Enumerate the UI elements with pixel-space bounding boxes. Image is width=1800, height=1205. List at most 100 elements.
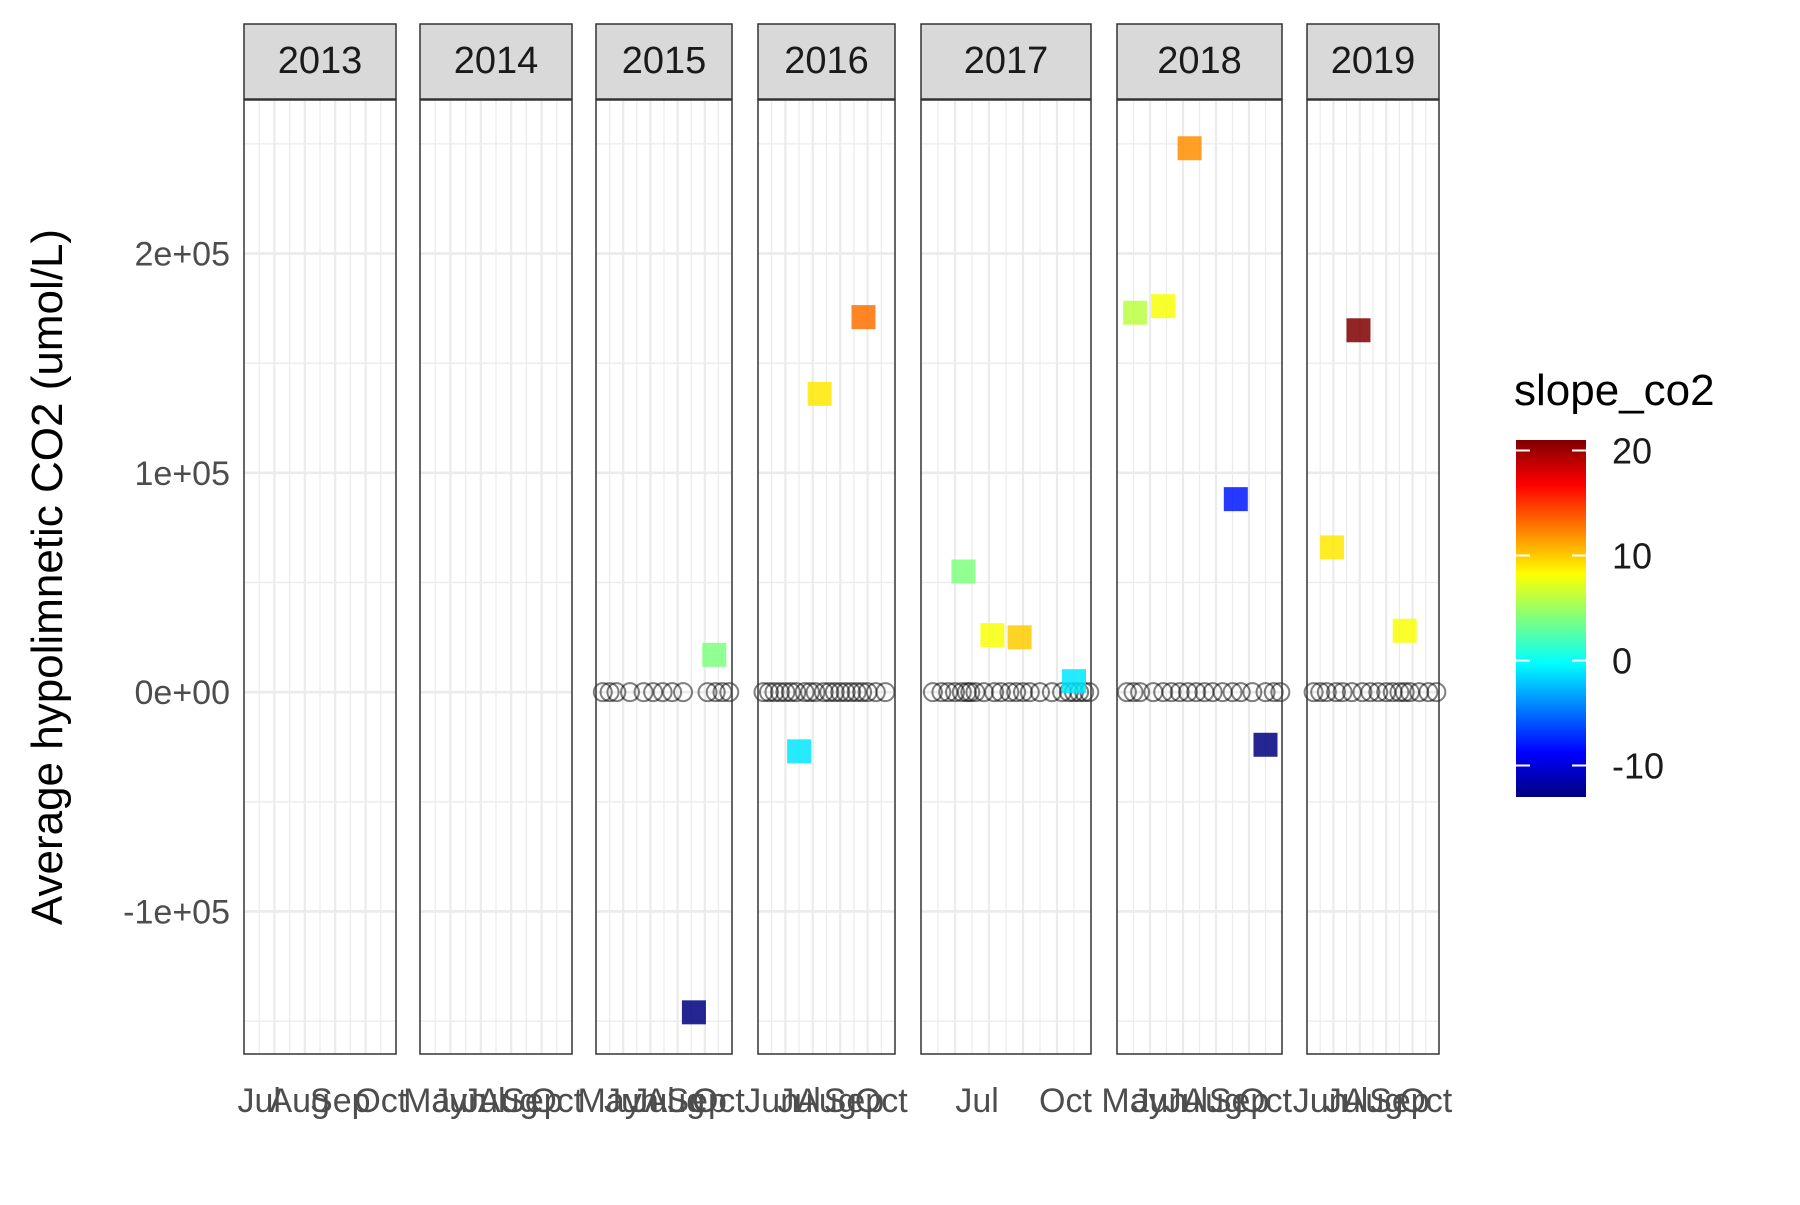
slope-point-2015: [702, 642, 727, 667]
zero-point-2018: [1169, 682, 1190, 703]
zero-point-2017: [922, 682, 943, 703]
slope-point-2017: [1062, 669, 1086, 694]
zero-point-2018: [1123, 682, 1144, 703]
legend-tick-label: -10: [1612, 746, 1664, 787]
facet-strip-label-2015: 2015: [622, 40, 707, 82]
slope-point-2016: [787, 739, 812, 764]
zero-point-2019: [1303, 682, 1324, 703]
x-tick-label-2015: May: [577, 1082, 641, 1120]
facet-strip-2016: [757, 23, 896, 100]
zero-point-2018: [1186, 682, 1207, 703]
zero-point-2016: [753, 682, 774, 703]
zero-point-2015: [673, 682, 694, 703]
y-axis-title: Average hypolimnetic CO2 (umol/L): [23, 229, 72, 925]
zero-point-2018: [1177, 682, 1198, 703]
x-tick-label-2018: Aug: [1182, 1082, 1243, 1120]
zero-point-2016: [758, 682, 779, 703]
x-tick-label-2013: Jul: [237, 1082, 280, 1120]
zero-point-2019: [1332, 682, 1353, 703]
facet-strip-label-2017: 2017: [964, 40, 1049, 82]
x-tick-label-2019: Jun: [1293, 1082, 1348, 1120]
x-tick-label-2018: Jun: [1132, 1082, 1187, 1120]
facet-strip-2019: [1306, 23, 1440, 100]
zero-point-2015: [620, 682, 640, 703]
zero-point-2017: [951, 682, 972, 703]
zero-point-2016: [846, 682, 867, 703]
legend-tick-label: 0: [1612, 641, 1632, 682]
zero-point-2015: [652, 682, 673, 703]
zero-point-2015: [606, 682, 627, 703]
y-tick-label: -1e+05: [123, 893, 230, 931]
x-tick-label-2014: Jul: [462, 1082, 505, 1120]
facet-strip-2013: [243, 23, 397, 100]
zero-point-2019: [1326, 682, 1347, 703]
x-tick-label-2013: Sep: [310, 1082, 371, 1120]
x-tick-label-2015: Jul: [631, 1082, 674, 1120]
x-tick-label-2017: Jul: [955, 1082, 998, 1120]
zero-point-2016: [824, 682, 845, 703]
zero-point-2016: [805, 682, 826, 703]
panel-border-2016: [757, 99, 896, 1055]
panel-border-2017: [920, 99, 1092, 1055]
x-tick-label-2014: May: [403, 1082, 467, 1120]
zero-point-2018: [1153, 682, 1174, 703]
x-tick-label-2019: Aug: [1343, 1082, 1404, 1120]
y-tick-label: 1e+05: [135, 455, 231, 493]
x-tick-label-2018: Sep: [1209, 1082, 1270, 1120]
slope-point-2016: [851, 305, 876, 330]
x-tick-label-2016: Oct: [855, 1082, 908, 1120]
x-tick-label-2019: Sep: [1369, 1082, 1430, 1120]
zero-point-2016: [764, 682, 785, 703]
zero-point-2017: [945, 682, 965, 703]
x-tick-label-2018: May: [1101, 1082, 1165, 1120]
facet-strip-label-2018: 2018: [1157, 40, 1242, 82]
zero-point-2016: [800, 682, 821, 703]
zero-point-2019: [1418, 682, 1439, 703]
zero-point-2016: [841, 682, 862, 703]
x-tick-label-2014: Aug: [478, 1082, 539, 1120]
facet-strip-2015: [595, 23, 733, 100]
zero-point-2016: [819, 682, 840, 703]
x-tick-label-2018: Jul: [1165, 1082, 1208, 1120]
zero-point-2018: [1222, 682, 1243, 703]
x-tick-label-2014: Oct: [530, 1082, 583, 1120]
legend-tick-label: 10: [1612, 536, 1652, 577]
x-tick-label-2014: Jun: [432, 1082, 487, 1120]
facet-strip-label-2014: 2014: [454, 40, 539, 82]
x-tick-label-2014: Sep: [502, 1082, 563, 1120]
slope-point-2016: [807, 381, 832, 406]
slope-point-2018: [1253, 732, 1278, 757]
zero-point-2019: [1389, 682, 1410, 703]
x-tick-label-2018: Oct: [1239, 1082, 1292, 1120]
zero-point-2017: [1030, 682, 1050, 703]
legend-tick-label: 20: [1612, 431, 1652, 472]
x-tick-label-2015: Aug: [645, 1082, 706, 1120]
zero-point-2016: [835, 682, 856, 703]
zero-point-2018: [1255, 682, 1276, 703]
x-tick-label-2019: Jul: [1325, 1082, 1368, 1120]
zero-point-2018: [1242, 682, 1263, 703]
panel-border-2015: [595, 99, 733, 1055]
slope-point-2017: [1007, 625, 1032, 650]
facet-strip-2014: [419, 23, 573, 100]
zero-point-2016: [865, 682, 886, 703]
zero-point-2016: [813, 682, 834, 703]
slope-point-2015: [681, 1000, 706, 1025]
facet-strip-2017: [920, 23, 1092, 100]
zero-point-2019: [1352, 682, 1373, 703]
x-tick-label-2015: Jun: [604, 1082, 659, 1120]
facet-strip-2018: [1116, 23, 1283, 100]
slope-point-2019: [1346, 318, 1371, 343]
zero-point-2015: [662, 682, 683, 703]
panel-border-2019: [1306, 99, 1440, 1055]
x-tick-label-2013: Aug: [269, 1082, 330, 1120]
zero-point-2017: [999, 682, 1020, 703]
zero-point-2015: [719, 682, 740, 703]
zero-point-2016: [775, 682, 796, 703]
slope-point-2018: [1123, 300, 1148, 325]
panel-border-2013: [243, 99, 397, 1055]
zero-point-2017: [931, 682, 952, 703]
zero-point-2018: [1230, 682, 1251, 703]
zero-point-2018: [1130, 682, 1151, 703]
